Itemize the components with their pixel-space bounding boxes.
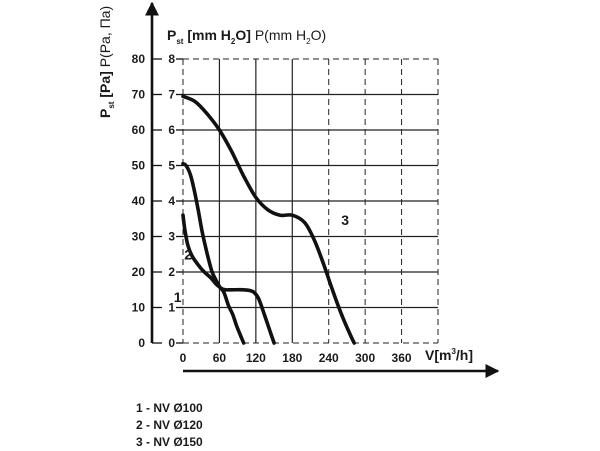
y-right-tick-label: 3 [168, 230, 175, 244]
series-line-2 [181, 161, 276, 345]
y-left-tick-label: 30 [132, 230, 146, 244]
y-left-tick-label: 10 [132, 301, 146, 315]
y-left-tick-label: 70 [132, 88, 146, 102]
y-right-tick-label: 4 [168, 194, 175, 208]
series-label-3: 3 [341, 212, 349, 228]
x-tick-label: 300 [355, 351, 375, 365]
y-right-tick-label: 1 [168, 301, 175, 315]
legend: 1 - NV Ø100 2 - NV Ø120 3 - NV Ø150 [136, 400, 203, 451]
y-right-tick-label: 7 [168, 88, 175, 102]
series-label-2: 2 [184, 247, 192, 263]
x-tick-label: 120 [246, 351, 266, 365]
legend-item-2: 2 - NV Ø120 [136, 418, 203, 432]
x-axis-ticks: 0 60 120 180 240 300 360 [180, 351, 412, 365]
y-right-tick-label: 2 [168, 265, 175, 279]
x-tick-label: 180 [282, 351, 302, 365]
y-left-tick-label: 60 [132, 123, 146, 137]
series-curves [181, 94, 356, 345]
series-labels: 1 2 3 [174, 212, 350, 305]
series-line-3 [181, 94, 356, 345]
x-tick-label: 360 [392, 351, 412, 365]
y-left-tick-label: 20 [132, 265, 146, 279]
legend-item-1: 1 - NV Ø100 [136, 401, 203, 415]
y-left-tick-label: 80 [132, 52, 146, 66]
y-right-tick-label: 6 [168, 123, 175, 137]
x-tick-label: 60 [213, 351, 227, 365]
y-right-tick-label: 5 [168, 159, 175, 173]
y-right-tick-label: 8 [168, 52, 175, 66]
y-left-tick-label: 0 [138, 336, 145, 350]
y-right-ticks: 8 7 6 5 4 3 2 1 0 [168, 52, 183, 350]
x-tick-label: 240 [319, 351, 339, 365]
x-tick-label: 0 [180, 351, 187, 365]
y-left-ticks: 80 70 60 50 40 30 20 10 0 [132, 52, 162, 350]
x-axis-title: V[m3/h] [425, 347, 473, 363]
series-line-1 [181, 213, 246, 345]
y-right-axis-title: Pst [mm H2O] P(mm H2O) [167, 27, 326, 46]
y-left-tick-label: 50 [132, 159, 146, 173]
y-right-tick-label: 0 [168, 336, 175, 350]
series-label-1: 1 [174, 289, 182, 305]
y-left-axis-title: Pst [Pa] P(Pa, Па) [97, 6, 116, 118]
legend-item-3: 3 - NV Ø150 [136, 435, 203, 449]
y-left-tick-label: 40 [132, 194, 146, 208]
grid-lines [182, 58, 439, 344]
